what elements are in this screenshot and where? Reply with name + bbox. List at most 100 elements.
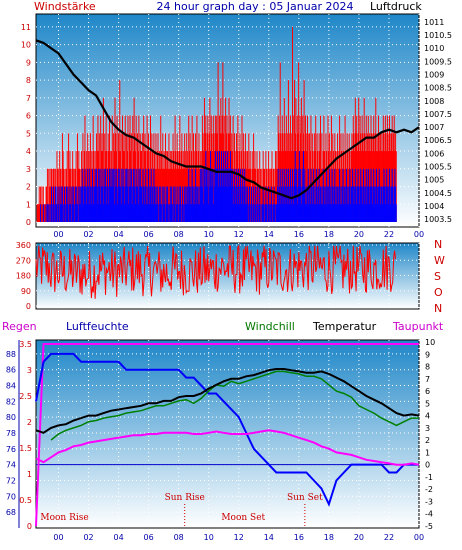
wind-gust-bar xyxy=(118,151,120,222)
wind-gust-bar xyxy=(351,133,353,222)
wind-gust-bar xyxy=(104,133,106,222)
wind-average-bar xyxy=(281,186,283,222)
wind-average-bar xyxy=(138,168,140,222)
wind-gust-bar xyxy=(64,168,66,222)
wind-gust-bar xyxy=(270,168,272,222)
wind-average-bar xyxy=(167,204,169,222)
wind-gust-bar xyxy=(368,151,370,222)
wind-average-bar xyxy=(153,168,155,222)
wind-gust-bar xyxy=(317,151,319,222)
wind-gust-bar xyxy=(168,133,170,222)
wind-average-bar xyxy=(239,186,241,222)
wind-gust-bar xyxy=(92,115,94,222)
wind-average-bar xyxy=(331,168,333,222)
wind-gust-bar xyxy=(380,133,382,222)
wind-average-bar xyxy=(61,204,63,222)
wind-gust-bar xyxy=(194,168,196,222)
time-tick-label: 04 xyxy=(114,230,124,239)
wind-gust-bar xyxy=(37,204,39,222)
wind-average-bar xyxy=(335,186,337,222)
wind-gust-bar xyxy=(381,133,383,222)
wind-gust-bar xyxy=(143,151,145,222)
wind-average-bar xyxy=(377,204,379,222)
wind-gust-bar xyxy=(63,168,65,222)
wind-average-bar xyxy=(329,204,331,222)
wind-gust-bar xyxy=(295,97,297,222)
wind-average-bar xyxy=(94,186,96,222)
wind-gust-bar xyxy=(165,151,167,222)
wind-average-bar xyxy=(193,204,195,222)
wind-tick-label: 4 xyxy=(26,147,31,156)
wind-average-bar xyxy=(63,186,65,222)
wind-average-bar xyxy=(208,168,210,222)
wind-average-bar xyxy=(286,204,288,222)
humidity-tick-label: 72 xyxy=(6,476,16,485)
wind-average-bar xyxy=(150,168,152,222)
astro-annotations: Moon Rise Sun Rise Moon Set Sun Set xyxy=(40,493,323,528)
wind-average-bar xyxy=(102,204,104,222)
wind-average-bar xyxy=(46,204,48,222)
wind-average-bar xyxy=(282,204,284,222)
wind-average-bar xyxy=(334,168,336,222)
pressure-tick-label: 1003.5 xyxy=(424,215,452,224)
wind-average-bar xyxy=(373,186,375,222)
wind-average-bar xyxy=(111,186,113,222)
rain-tick-label: 1.5 xyxy=(19,444,32,453)
wind-average-bar xyxy=(229,168,231,222)
wind-gust-bar xyxy=(52,168,54,222)
wind-average-bar xyxy=(215,168,217,222)
wind-average-bar xyxy=(276,204,278,222)
wind-gust-bar xyxy=(178,168,179,222)
weather-plot-grid xyxy=(36,340,420,528)
rain-line xyxy=(35,343,419,527)
time-tick-label: 02 xyxy=(83,533,93,542)
wind-gust-bar xyxy=(182,151,184,222)
wind-average-bar xyxy=(369,204,371,222)
wind-average-bar xyxy=(220,186,222,222)
wind-average-bar xyxy=(119,186,121,222)
wind-gust-bar xyxy=(304,115,306,222)
wind-average-bar xyxy=(188,186,190,222)
wind-average-bar xyxy=(171,186,173,222)
wind-gust-bar xyxy=(212,115,214,222)
wind-gust-bar xyxy=(366,151,368,222)
temperature-tick-label: 8 xyxy=(425,363,430,372)
rain-y-axis: 0 0.5 1 1.5 2 2.5 3 3.5 xyxy=(19,340,32,531)
wind-average-bar xyxy=(212,168,214,222)
wind-average-bar xyxy=(225,151,227,222)
pressure-tick-label: 1011 xyxy=(424,18,444,27)
wind-average-bar xyxy=(216,151,218,222)
wind-average-bar xyxy=(391,168,393,222)
annotation-label: Sun Rise xyxy=(165,493,205,503)
wind-gust-bar xyxy=(352,115,354,222)
wind-average-bar xyxy=(249,186,250,222)
wind-average-bar xyxy=(270,204,272,222)
wind-average-bar xyxy=(76,204,78,222)
wind-average-bar xyxy=(176,186,178,222)
wind-average-bar xyxy=(124,204,126,222)
direction-tick-label: 0 xyxy=(26,302,31,311)
wind-average-bar xyxy=(330,186,332,222)
pressure-tick-label: 1005.5 xyxy=(424,163,452,172)
wind-gust-bar xyxy=(75,151,77,222)
wind-average-bar xyxy=(149,204,151,222)
pressure-tick-label: 1009 xyxy=(424,70,444,79)
wind-average-bar xyxy=(374,204,376,222)
wind-gust-bar xyxy=(98,133,100,222)
wind-gust-bar xyxy=(189,133,191,222)
wind-gust-bar xyxy=(377,151,379,222)
pressure-tick-label: 1010 xyxy=(424,44,444,53)
wind-average-bar xyxy=(51,204,53,222)
wind-average-bar xyxy=(293,186,295,222)
wind-average-bar xyxy=(63,204,65,222)
wind-gust-bar xyxy=(178,151,180,222)
wind-average-bar xyxy=(208,204,210,222)
wind-average-bar xyxy=(369,186,371,222)
humidity-tick-label: 76 xyxy=(6,445,16,454)
wind-gust-bar xyxy=(312,151,314,222)
wind-average-bar xyxy=(246,204,248,222)
temperature-tick-label: -5 xyxy=(425,522,433,531)
wind-average-bar xyxy=(124,168,126,222)
wind-gust-bar xyxy=(263,168,265,222)
wind-average-bar xyxy=(313,204,315,222)
